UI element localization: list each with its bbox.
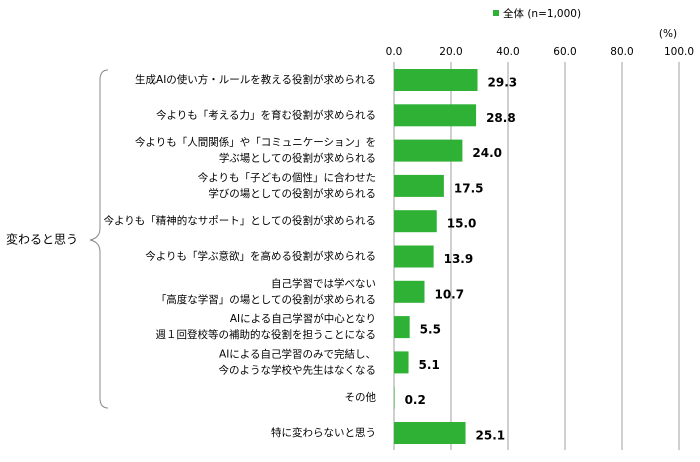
bar [394, 316, 410, 339]
axis-unit: (%) [659, 28, 677, 40]
x-tick-label: 60.0 [553, 46, 576, 58]
legend-label: 全体 (n=1,000) [503, 7, 581, 20]
x-tick-label: 40.0 [496, 46, 519, 58]
value-label: 29.3 [488, 76, 518, 90]
value-label: 17.5 [454, 181, 484, 195]
bar [394, 174, 444, 197]
group-brace [89, 69, 109, 409]
x-tick-label: 0.0 [386, 46, 403, 58]
y-tick-label: 今よりも「子どもの個性」に合わせた学びの場としての役割が求められる [198, 171, 376, 200]
value-label: 15.0 [447, 217, 477, 231]
x-tick-label: 80.0 [610, 46, 633, 58]
bar [394, 69, 478, 91]
bar [394, 422, 466, 444]
value-label: 0.2 [405, 393, 426, 407]
y-tick-label: その他 [345, 391, 377, 404]
y-tick-label: 今よりも「考える力」を育む役割が求められる [156, 108, 376, 121]
x-tick-label: 100.0 [664, 46, 694, 58]
value-label: 13.9 [444, 252, 474, 266]
bar [394, 245, 434, 268]
value-label: 25.1 [476, 429, 506, 443]
bar [394, 210, 437, 233]
value-label: 5.1 [419, 358, 440, 372]
bar [394, 104, 477, 127]
legend-swatch [493, 10, 499, 16]
y-tick-label: 生成AIの使い方・ルールを教える役割が求められる [135, 73, 376, 86]
value-label: 10.7 [434, 287, 464, 301]
bar [394, 280, 425, 303]
y-tick-label: 今よりも「人間関係」や「コミュニケーション」を学ぶ場としての役割が求められる [135, 136, 376, 165]
y-tick-label: AIによる自己学習が中心となり週１回登校等の補助的な役割を担うことになる [156, 312, 377, 341]
bar [394, 139, 463, 162]
value-label: 28.8 [486, 111, 516, 125]
y-tick-label: 自己学習では学べない「高度な学習」の場としての役割が求められる [156, 277, 376, 306]
value-label: 5.5 [420, 323, 441, 337]
y-tick-label: AIによる自己学習のみで完結し、今のような学校や先生はなくなる [219, 347, 377, 376]
bar [394, 386, 395, 409]
group-label: 変わると思う [6, 232, 78, 247]
bar [394, 351, 409, 374]
value-label: 24.0 [472, 146, 502, 160]
y-tick-label: 今よりも「精神的なサポート」としての役割が求められる [104, 214, 376, 227]
y-tick-label: 特に変わらないと思う [271, 426, 376, 439]
x-tick-label: 20.0 [439, 46, 462, 58]
y-tick-label: 今よりも「学ぶ意欲」を高める役割が求められる [145, 250, 376, 263]
